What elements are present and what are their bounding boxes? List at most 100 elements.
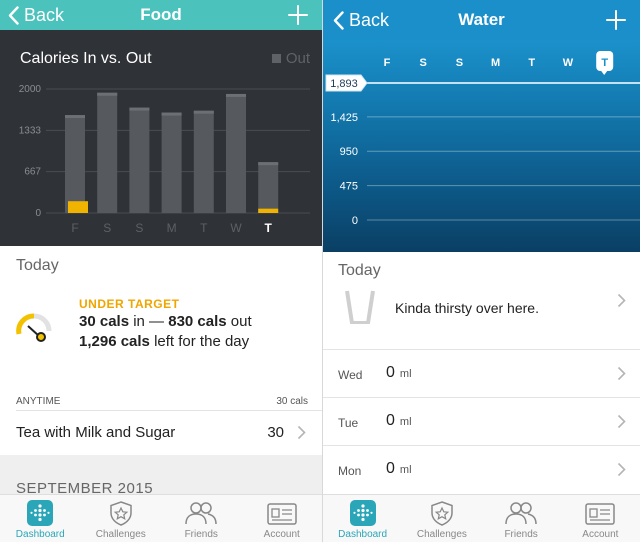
chevron-right-icon <box>617 366 626 381</box>
water-amount-unit: ml <box>399 464 412 476</box>
chart-bar-out <box>226 93 246 213</box>
chart-bar-out-cap <box>161 112 182 116</box>
chart-bar-out <box>161 112 182 213</box>
tab-challenges[interactable]: Challenges <box>402 495 481 542</box>
food-add-button[interactable] <box>288 0 308 30</box>
water-amount-value: 0 <box>386 412 395 429</box>
tab-label: Account <box>582 529 619 540</box>
tab-bar: Dashboard Challenges Friends <box>323 494 640 542</box>
tab-label: Dashboard <box>338 529 388 540</box>
tab-dashboard[interactable]: Dashboard <box>0 495 81 542</box>
food-entry-cals: 30 <box>267 424 284 441</box>
chart-x-tick-label: F <box>71 221 78 235</box>
water-y-tick-label: 475 <box>340 181 358 193</box>
tab-label: Account <box>263 529 300 540</box>
water-day-row[interactable]: Tue 0 ml <box>323 399 640 445</box>
water-day-label: Mon <box>338 464 362 478</box>
chart-bar-out <box>193 110 214 213</box>
chart-bar-out <box>258 162 279 213</box>
calories-in-out: 30 cals in — 830 cals out <box>79 313 252 330</box>
chart-y-tick-label: 667 <box>24 167 41 178</box>
chevron-right-icon <box>617 293 626 308</box>
chart-y-tick-label: 0 <box>35 208 41 219</box>
calories-left: 1,296 cals left for the day <box>79 333 249 350</box>
water-day-amount: 0 ml <box>386 460 412 478</box>
meal-name: ANYTIME <box>16 396 61 407</box>
chevron-left-icon <box>333 10 344 30</box>
water-graph: F S S M T W T 1,893 1,425 950 475 0 <box>325 51 640 227</box>
chart-legend: Out <box>271 50 310 67</box>
tab-friends[interactable]: Friends <box>482 495 561 542</box>
chevron-right-icon <box>297 425 306 440</box>
account-icon <box>585 503 616 525</box>
chart-x-tick-label: W <box>230 221 242 235</box>
water-amount-value: 0 <box>386 460 395 477</box>
calorie-summary: UNDER TARGET 30 cals in — 830 cals out 1… <box>0 286 322 366</box>
chevron-right-icon <box>617 462 626 477</box>
chart-x-tick-label: S <box>103 221 111 235</box>
water-day-label: S <box>456 57 463 69</box>
food-screen: Back Food Calories In vs. Out Out 2000 13… <box>0 0 322 542</box>
calories-chart[interactable]: Calories In vs. Out Out 2000 1333 667 0 F S S M… <box>0 30 322 246</box>
food-entry-row[interactable]: Tea with Milk and Sugar 30 <box>0 412 322 454</box>
water-day-row[interactable]: Wed 0 ml <box>323 351 640 397</box>
water-day-selected-pointer <box>601 71 608 75</box>
water-y-tick-label: 950 <box>340 146 358 158</box>
chart-x-tick-label: T <box>265 221 273 235</box>
food-back-button[interactable]: Back <box>8 0 64 30</box>
water-status-row[interactable]: Kinda thirsty over here. <box>323 285 640 335</box>
water-back-label: Back <box>349 9 390 30</box>
history-section: SEPTEMBER 2015 <box>0 455 322 495</box>
water-amount-unit: ml <box>399 368 412 380</box>
tab-label: Dashboard <box>15 529 65 540</box>
tab-dashboard[interactable]: Dashboard <box>323 495 402 542</box>
meal-header: ANYTIME 30 cals <box>16 396 308 407</box>
calories-left-value: 1,296 cals <box>79 333 150 350</box>
chart-y-tick-label: 1333 <box>19 125 42 136</box>
tab-challenges[interactable]: Challenges <box>81 495 162 542</box>
legend-label-out: Out <box>285 50 310 67</box>
water-day-row[interactable]: Mon 0 ml <box>323 447 640 493</box>
chart-y-tick-label: 2000 <box>19 84 42 95</box>
chart-bar-out <box>97 92 118 213</box>
divider <box>323 397 640 398</box>
water-add-button[interactable] <box>606 0 626 40</box>
chart-title: Calories In vs. Out <box>20 50 152 67</box>
month-heading: SEPTEMBER 2015 <box>16 480 154 495</box>
food-entry-name: Tea with Milk and Sugar <box>16 424 176 441</box>
chart-bar-out-cap <box>97 92 118 96</box>
chart-bar-in <box>68 201 88 213</box>
divider <box>16 410 322 411</box>
water-day-label: Tue <box>338 416 359 430</box>
water-day-label: T <box>528 57 535 69</box>
food-today-heading: Today <box>16 257 59 274</box>
friends-icon <box>185 502 217 525</box>
gauge-icon <box>16 313 52 342</box>
target-status: UNDER TARGET <box>79 297 180 311</box>
chart-bar-in <box>258 208 279 213</box>
water-goal-label: 1,893 <box>330 78 358 90</box>
chart-bar-out <box>65 115 85 213</box>
challenges-icon <box>431 501 453 526</box>
account-icon <box>267 503 297 525</box>
water-nav-bar: Back Water <box>323 0 640 40</box>
tab-label: Friends <box>504 529 538 540</box>
water-amount-value: 0 <box>386 364 395 381</box>
calories-out-value: 830 cals <box>168 313 227 330</box>
water-chart[interactable]: F S S M T W T 1,893 1,425 950 475 0 <box>323 40 640 252</box>
water-day-selected-badge <box>596 51 614 71</box>
dashboard-icon <box>27 500 54 526</box>
tab-friends[interactable]: Friends <box>161 495 242 542</box>
legend-swatch <box>271 54 281 63</box>
tab-account[interactable]: Account <box>561 495 640 542</box>
dashboard-icon <box>349 500 376 526</box>
water-day-amount: 0 ml <box>386 364 412 382</box>
water-day-label: M <box>491 57 500 69</box>
plus-icon <box>288 5 308 25</box>
tab-account[interactable]: Account <box>242 495 323 542</box>
chart-x-tick-label: M <box>167 221 177 235</box>
water-status-message: Kinda thirsty over here. <box>395 300 539 316</box>
tab-label: Friends <box>184 529 218 540</box>
empty-glass-icon <box>345 290 375 324</box>
water-back-button[interactable]: Back <box>333 0 389 40</box>
